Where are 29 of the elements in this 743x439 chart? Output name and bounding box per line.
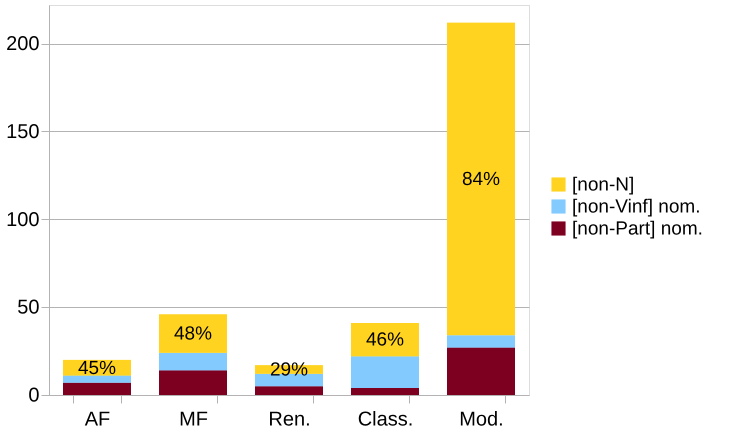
y-tick-label: 0	[28, 384, 40, 406]
x-tick-label: AF	[84, 408, 110, 430]
legend-label: [non-N]	[572, 174, 634, 196]
x-tick-label: Mod.	[459, 408, 504, 430]
annotation: 48%	[174, 324, 212, 345]
legend-label: [non-Part] nom.	[572, 218, 703, 240]
y-tick-label: 100	[6, 208, 40, 231]
bar	[351, 388, 419, 395]
x-tick-label: MF	[179, 408, 208, 430]
annotation: 45%	[78, 358, 116, 379]
bar	[447, 335, 515, 348]
bar	[255, 386, 323, 395]
annotation: 84%	[462, 168, 500, 190]
y-tick-label: 200	[6, 33, 40, 56]
annotation: 46%	[366, 330, 404, 351]
x-tick-label: Ren.	[268, 408, 311, 430]
bar	[351, 356, 419, 388]
bar	[159, 370, 227, 395]
y-tick-label: 150	[6, 120, 40, 143]
bar	[447, 22, 515, 336]
x-tick-label: Class.	[358, 408, 414, 430]
bar	[63, 382, 131, 395]
bar	[159, 352, 227, 370]
bar	[63, 376, 131, 383]
bar	[351, 322, 419, 356]
bar	[159, 314, 227, 353]
legend-label: [non-Vinf] nom.	[572, 196, 701, 218]
y-tick-label: 50	[17, 296, 40, 319]
bar	[447, 348, 515, 395]
